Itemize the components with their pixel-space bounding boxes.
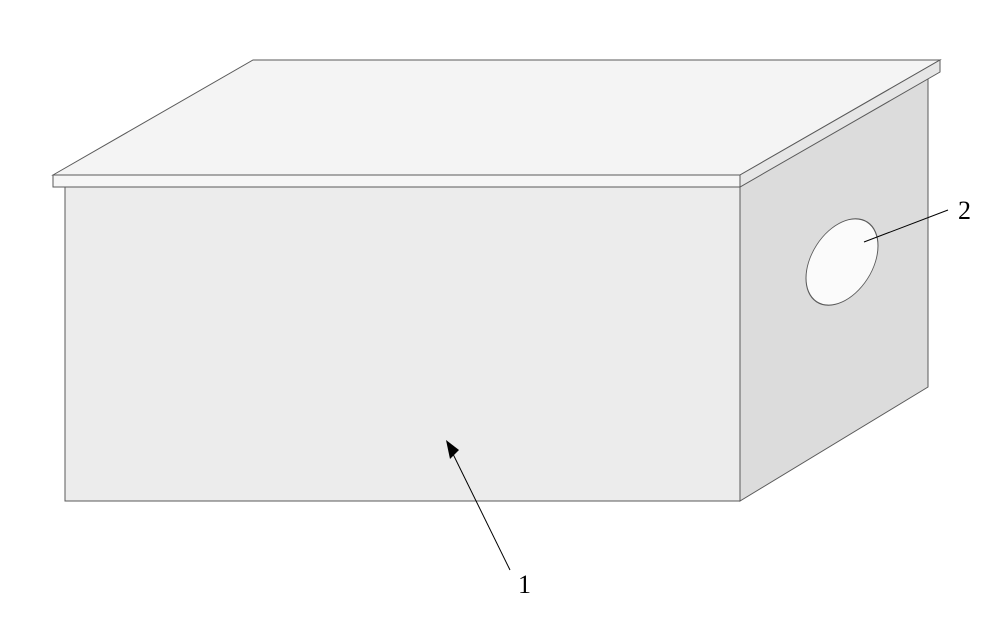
- lid-front-face: [53, 175, 740, 187]
- label-1: 1: [518, 570, 531, 599]
- diagram-canvas: 1 2: [0, 0, 1000, 631]
- box-front-face: [65, 187, 740, 501]
- label-2: 2: [958, 196, 971, 225]
